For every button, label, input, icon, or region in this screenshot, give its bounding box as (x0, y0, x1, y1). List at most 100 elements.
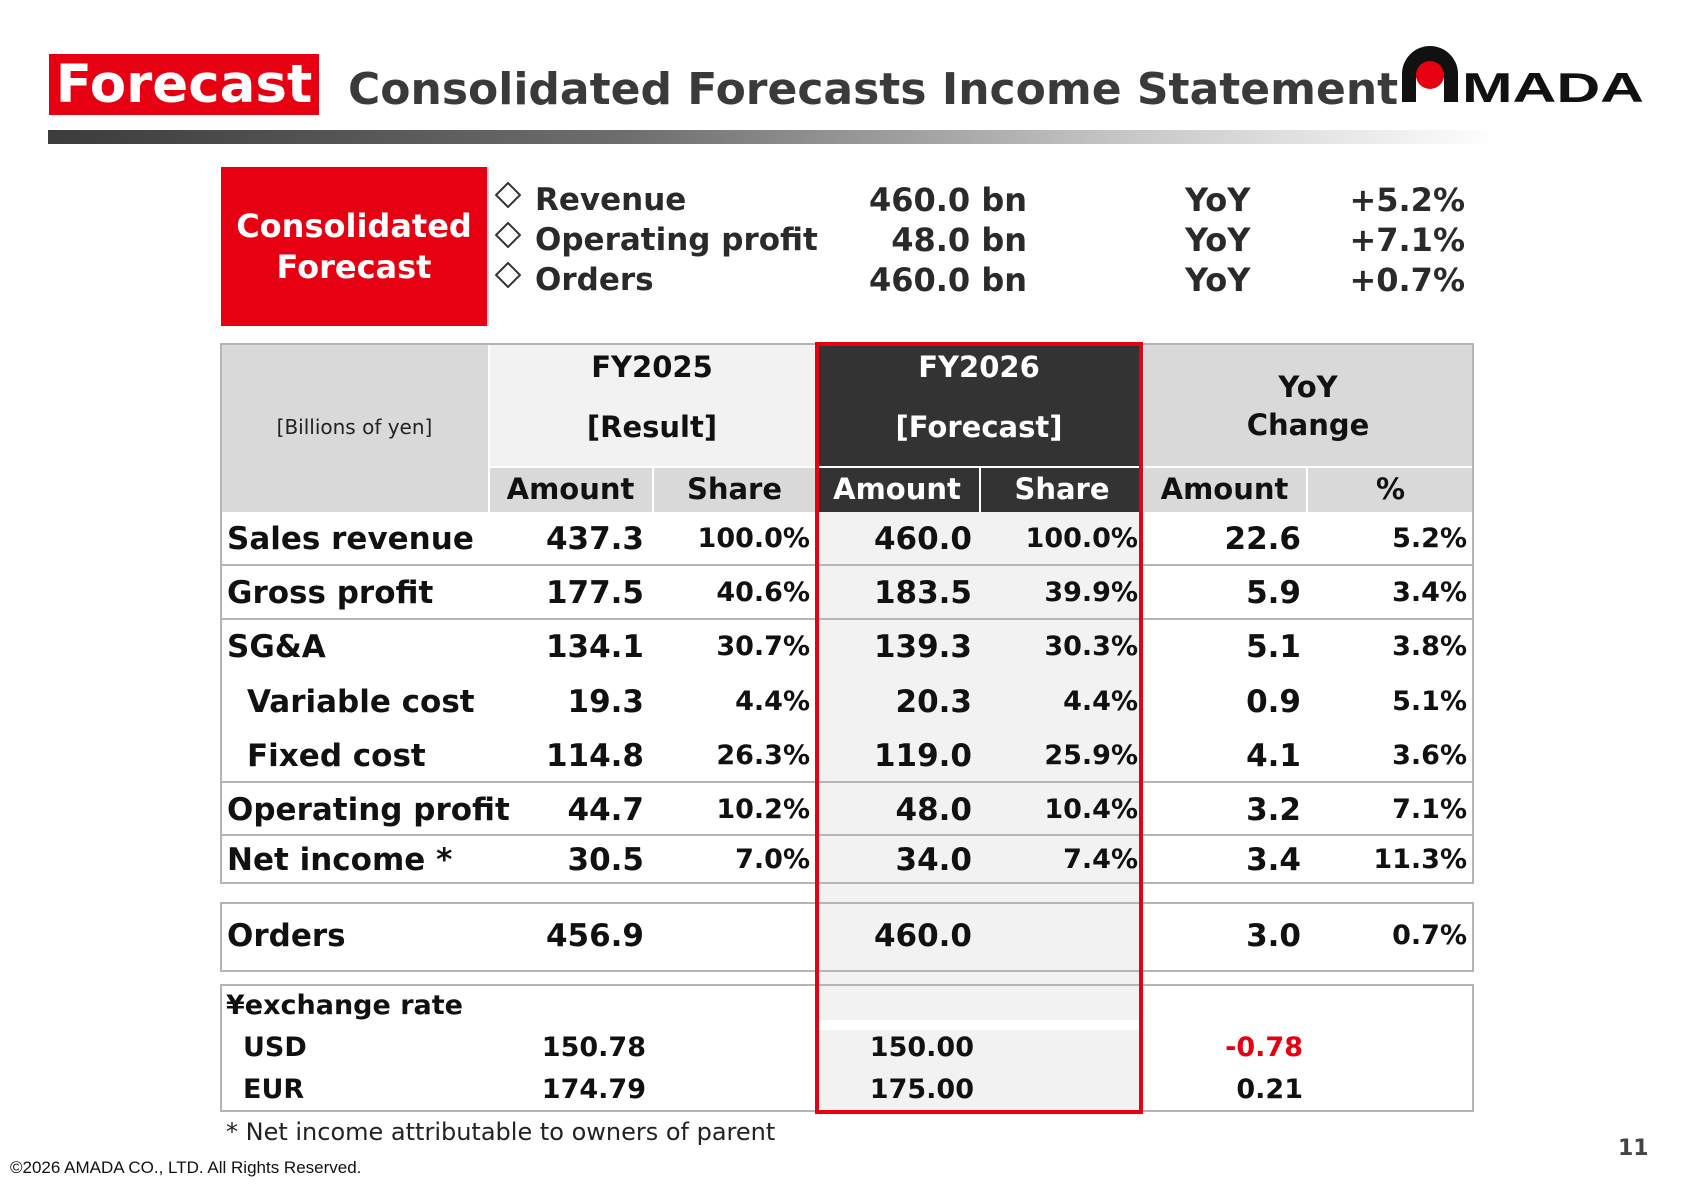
summary-box-line2: Forecast (276, 247, 432, 286)
amada-logo: MADA (1402, 46, 1644, 108)
fx-usd-change: -0.78 (1225, 1032, 1303, 1063)
yoy-amount: 22.6 (1224, 521, 1302, 557)
summary-label: Orders (535, 262, 654, 298)
yoy-amount: 3.4 (1246, 842, 1301, 878)
fy2025-share: 100.0% (697, 523, 810, 554)
fy2026-amount: 119.0 (873, 738, 972, 774)
col-fy2025-amount: Amount (506, 472, 635, 506)
fx-eur-label: EUR (243, 1074, 305, 1105)
summary-pct: +5.2% (1349, 181, 1465, 219)
fy2026-share: 30.3% (1044, 631, 1138, 662)
section-tag: Forecast (49, 54, 319, 115)
row-label: Fixed cost (247, 738, 426, 774)
fy2025-amount: 177.5 (545, 575, 644, 611)
summary-label: Revenue (535, 182, 687, 218)
fy2026-share: 39.9% (1044, 577, 1138, 608)
copyright: ©2026 AMADA CO., LTD. All Rights Reserve… (10, 1158, 362, 1177)
footnote: * Net income attributable to owners of p… (226, 1118, 776, 1146)
row-label: Sales revenue (227, 521, 474, 557)
row-label: SG&A (227, 629, 326, 665)
summary-yoy: YoY (1185, 261, 1251, 299)
yoy-pct: 7.1% (1392, 794, 1467, 825)
fy2025-amount: 19.3 (567, 684, 645, 720)
yoy-amount: 3.0 (1246, 918, 1301, 954)
fy2026-amount: 139.3 (873, 629, 972, 665)
col-fy2026-share: Share (1014, 472, 1110, 506)
yoy-pct: 3.8% (1392, 631, 1467, 662)
fx-usd-label: USD (243, 1032, 307, 1063)
fy2026-share: 100.0% (1025, 523, 1138, 554)
summary-row-revenue: Revenue 460.0 bn YoY +5.2% (495, 180, 1475, 220)
fy2026-share: 25.9% (1044, 740, 1138, 771)
forecast-fx-shade (815, 1030, 1143, 1115)
summary-label: Operating profit (535, 222, 818, 258)
fy2026-kind: [Forecast] (895, 410, 1063, 444)
summary-yoy: YoY (1185, 221, 1251, 259)
fy2025-share: 10.2% (716, 794, 810, 825)
amada-logo-mark (1402, 46, 1458, 102)
forecast-column-shade (815, 512, 1143, 1020)
fy2026-amount: 34.0 (895, 842, 973, 878)
summary-value: 460.0 bn (868, 261, 1027, 299)
yoy-amount: 5.1 (1246, 629, 1301, 665)
row-label: Operating profit (227, 792, 510, 828)
summary-row-orders: Orders 460.0 bn YoY +0.7% (495, 260, 1475, 300)
col-fy2026-amount: Amount (833, 472, 961, 506)
fx-usd-fy2025: 150.78 (541, 1032, 646, 1063)
row-label: Orders (227, 918, 346, 954)
fy2025-amount: 44.7 (567, 792, 645, 828)
diamond-icon (495, 262, 521, 288)
fy2025-kind: [Result] (586, 410, 718, 444)
fx-usd-fy2026: 150.00 (869, 1032, 974, 1063)
fx-eur-fy2025: 174.79 (541, 1074, 646, 1105)
fy2026-share: 10.4% (1044, 794, 1138, 825)
fy2025-year: FY2025 (591, 350, 713, 384)
fy2026-share: 4.4% (1063, 686, 1138, 717)
svg-text:MADA: MADA (1462, 64, 1644, 108)
page-number: 11 (1618, 1136, 1649, 1161)
fy2025-amount: 114.8 (545, 738, 644, 774)
consolidated-forecast-box: Consolidated Forecast (221, 167, 487, 326)
fy2026-share: 7.4% (1063, 844, 1138, 875)
change-heading: Change (1246, 408, 1370, 442)
yoy-pct: 5.2% (1392, 523, 1467, 554)
fy2025-share: 30.7% (716, 631, 810, 662)
fy2026-amount: 460.0 (873, 918, 972, 954)
summary-row-operating-profit: Operating profit 48.0 bn YoY +7.1% (495, 220, 1475, 260)
fy2026-year: FY2026 (918, 350, 1040, 384)
fx-title: ¥exchange rate (226, 990, 463, 1021)
yoy-pct: 3.4% (1392, 577, 1467, 608)
col-yoy-amount: Amount (1160, 472, 1289, 506)
fy2025-share: 26.3% (716, 740, 810, 771)
fy2025-header-bg (489, 344, 815, 468)
summary-pct: +7.1% (1349, 221, 1465, 259)
row-label: Gross profit (227, 575, 434, 611)
col-fy2025-share: Share (686, 472, 783, 506)
summary-divider (487, 167, 489, 326)
yoy-pct: 0.7% (1392, 920, 1467, 951)
forecast-highlight-frame (815, 342, 1143, 1114)
fy2025-amount: 30.5 (567, 842, 645, 878)
yoy-amount: 5.9 (1246, 575, 1301, 611)
yoy-amount: 3.2 (1246, 792, 1301, 828)
fy2025-amount: 456.9 (545, 918, 644, 954)
fy2025-amount: 437.3 (545, 521, 644, 557)
fy2026-amount: 460.0 (873, 521, 972, 557)
page-title: Consolidated Forecasts Income Statement (348, 64, 1399, 115)
diamond-icon (495, 222, 521, 248)
row-label: Variable cost (247, 684, 475, 720)
fx-eur-change: 0.21 (1236, 1074, 1303, 1105)
unit-label: [Billions of yen] (276, 415, 433, 439)
yoy-pct: 5.1% (1392, 686, 1467, 717)
row-label: Net income * (227, 842, 453, 878)
yoy-amount: 0.9 (1246, 684, 1301, 720)
yoy-amount: 4.1 (1246, 738, 1301, 774)
fy2025-share: 4.4% (735, 686, 810, 717)
summary-value: 460.0 bn (868, 181, 1027, 219)
summary-box-line1: Consolidated (236, 206, 472, 245)
summary-value: 48.0 bn (891, 221, 1027, 259)
title-underline (48, 130, 1498, 144)
fx-eur-fy2026: 175.00 (869, 1074, 974, 1105)
fy2025-share: 7.0% (735, 844, 810, 875)
yoy-pct: 3.6% (1392, 740, 1467, 771)
